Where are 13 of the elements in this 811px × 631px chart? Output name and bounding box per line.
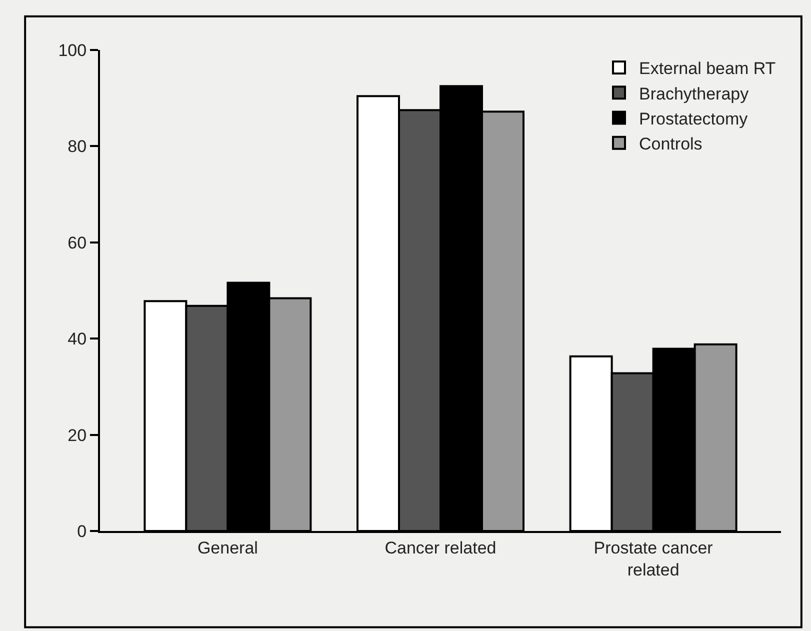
legend-label: Controls (639, 134, 702, 154)
y-tick-label: 100 (58, 40, 87, 60)
legend-label: Brachytherapy (639, 84, 750, 104)
y-tick-label: 60 (68, 233, 87, 252)
legend-label: Prostatectomy (639, 109, 748, 128)
y-tick-label: 40 (68, 330, 87, 349)
x-tick-label: Prostate cancer related (594, 538, 714, 580)
legend-label: External beam RT (639, 59, 776, 78)
y-tick-label: 0 (77, 522, 87, 541)
y-tick-label: 80 (68, 137, 87, 156)
x-tick-label: Cancer related (384, 538, 496, 558)
y-tick-label: 20 (68, 426, 87, 445)
x-tick-label: General (197, 538, 258, 558)
